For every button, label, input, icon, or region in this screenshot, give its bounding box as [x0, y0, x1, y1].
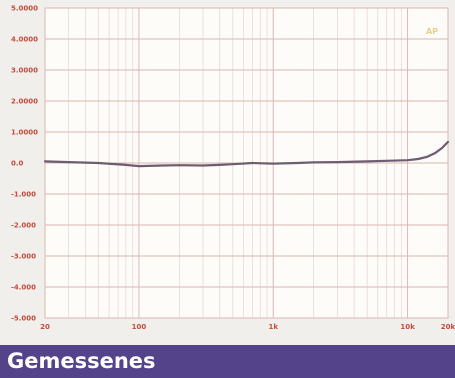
y-tick-label: 1.0000: [11, 129, 38, 137]
frequency-response-chart: 5.0000 4.0000 3.0000 2.0000 1.0000 0.0 -1.000 -…: [11, 5, 455, 332]
x-tick-label: 20k: [441, 323, 455, 331]
y-tick-label: 4.0000: [11, 36, 38, 44]
y-tick-label: 5.0000: [11, 5, 38, 13]
y-tick-label: 0.0: [11, 160, 24, 168]
plot-frame: [44, 7, 449, 319]
y-tick-label: -1.000: [11, 191, 36, 199]
x-tick-label: 1k: [268, 323, 278, 331]
chart-panel: 5.0000 4.0000 3.0000 2.0000 1.0000 0.0 -1.000 -…: [0, 0, 455, 345]
x-tick-label: 10k: [400, 323, 415, 331]
corner-badge: AP: [426, 27, 438, 36]
series-line: [43, 140, 450, 168]
y-tick-label: -4.000: [11, 284, 36, 292]
y-tick-label: -5.000: [11, 315, 36, 323]
caption-text: Gemessenes: [7, 349, 156, 373]
x-tick-label: 100: [132, 323, 147, 331]
caption-bar: Gemessenes: [0, 345, 455, 378]
x-tick-label: 20: [40, 323, 50, 331]
y-tick-label: 2.0000: [11, 98, 38, 106]
y-tick-label: -2.000: [11, 222, 36, 230]
y-tick-label: 3.0000: [11, 67, 38, 75]
y-tick-label: -3.000: [11, 253, 36, 261]
